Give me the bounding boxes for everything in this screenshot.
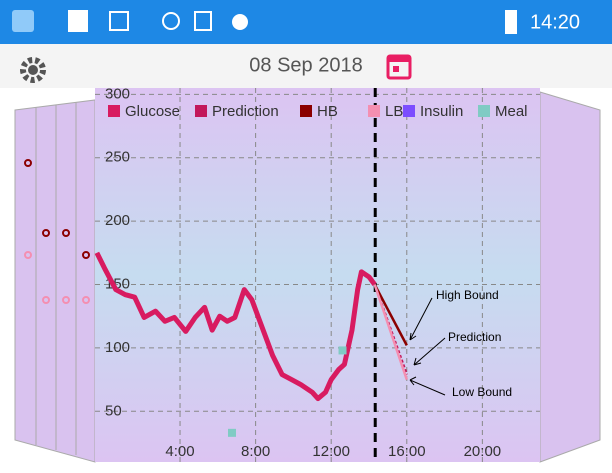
calendar-day [393, 66, 399, 72]
legend-swatch [368, 105, 380, 117]
clock: 14:20 [530, 11, 580, 33]
icon [232, 14, 248, 30]
header [0, 44, 612, 88]
x-tick-label: 20:00 [464, 443, 502, 460]
dot [24, 251, 32, 259]
series-line [373, 283, 408, 346]
side-panels [14, 91, 601, 463]
date-label: 08 Sep 2018 [249, 54, 362, 76]
arrow [409, 376, 446, 396]
legend-label: Glucose [125, 103, 180, 120]
panel [14, 99, 96, 463]
meal-point [338, 346, 347, 355]
icon [109, 11, 129, 31]
series-line [373, 284, 408, 380]
status-bar [0, 0, 612, 44]
meal-point [227, 428, 236, 437]
legend-label: Insulin [420, 103, 463, 120]
settings-center [28, 65, 38, 75]
legend-swatch [403, 105, 415, 117]
legend-swatch [300, 105, 312, 117]
legend-swatch [478, 105, 490, 117]
x-tick-label: 8:00 [241, 443, 270, 460]
annotation: High Bound [436, 288, 499, 302]
series-line [94, 251, 377, 402]
annotation-arrows [409, 297, 446, 396]
plot-area [95, 88, 540, 462]
panel-dots [24, 159, 90, 304]
dot [42, 296, 50, 304]
icon [162, 12, 180, 30]
arrow [413, 337, 446, 366]
x-tick-label: 4:00 [165, 443, 194, 460]
annotation: Low Bound [452, 385, 512, 399]
calendar-top [388, 56, 410, 62]
dot [82, 296, 90, 304]
app-icon [12, 10, 34, 32]
panel [539, 91, 601, 463]
y-tick-label: 50 [105, 402, 122, 419]
legend-swatch [195, 105, 207, 117]
y-tick-label: 200 [105, 212, 130, 229]
dot [82, 251, 90, 259]
legend-swatch [108, 105, 120, 117]
arrow [409, 297, 433, 341]
y-tick-label: 100 [105, 339, 130, 356]
battery-icon [505, 10, 517, 34]
icon [68, 10, 88, 32]
dot [62, 229, 70, 237]
dot [42, 229, 50, 237]
y-tick-label: 300 [105, 85, 130, 102]
icon [194, 11, 212, 31]
dot [24, 159, 32, 167]
dot [62, 296, 70, 304]
legend-label: Prediction [212, 103, 279, 120]
annotation: Prediction [448, 330, 501, 344]
legend-label: HB [317, 103, 338, 120]
legend-label: Meal [495, 103, 528, 120]
legend-label: LB [385, 103, 403, 120]
x-tick-label: 16:00 [388, 443, 426, 460]
y-tick-label: 250 [105, 149, 130, 166]
x-tick-label: 12:00 [312, 443, 350, 460]
settings-button[interactable] [20, 57, 46, 83]
